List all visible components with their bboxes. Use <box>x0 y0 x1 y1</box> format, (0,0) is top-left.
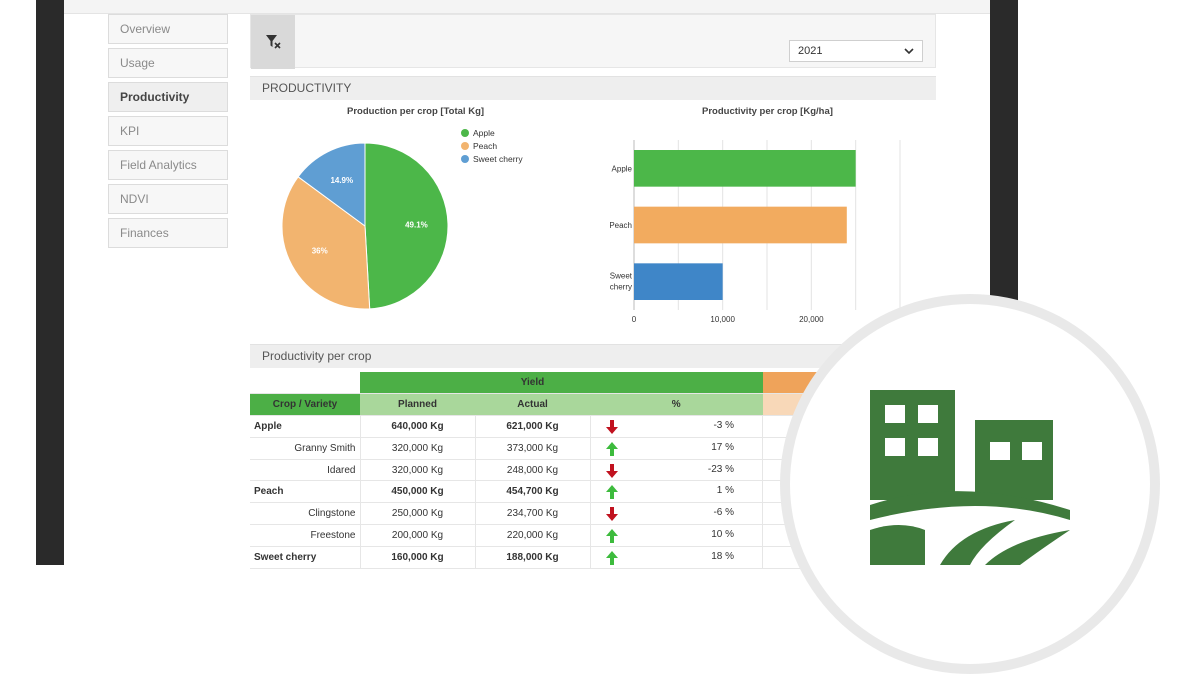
percent-value: 17 % <box>711 441 734 453</box>
year-select[interactable]: 2021 <box>789 40 923 62</box>
cell-actual: 220,000 Kg <box>474 524 590 547</box>
percent-value: -23 % <box>707 463 734 475</box>
percent-value: -6 % <box>713 507 734 519</box>
x-tick-label: 0 <box>632 315 637 324</box>
sidebar: Overview Usage Productivity KPI Field An… <box>108 14 228 252</box>
cell-planned: 640,000 Kg <box>359 415 475 438</box>
bar-chart-title: Productivity per crop [Kg/ha] <box>702 106 833 117</box>
section-header-productivity: PRODUCTIVITY <box>250 76 936 100</box>
year-select-value: 2021 <box>798 45 823 57</box>
bar-peach[interactable] <box>634 206 847 244</box>
table-header-percent: % <box>590 393 763 417</box>
table-header-planned: Planned <box>360 393 475 417</box>
pie-chart-title: Production per crop [Total Kg] <box>347 106 485 117</box>
arrow-down-icon <box>605 463 618 478</box>
percent-value: -3 % <box>713 420 734 432</box>
pie-slice-apple[interactable] <box>364 142 449 310</box>
cell-percent: -23 % <box>589 459 763 482</box>
pie-chart: 49.1% 36% 14.9% Apple Peach Sweet cherry <box>281 128 523 310</box>
bar-category-label: Sweet cherry <box>610 272 633 292</box>
pie-slice-label: 49.1% <box>405 221 428 230</box>
cell-crop-name: Idared <box>250 459 360 482</box>
legend-swatch <box>461 129 469 137</box>
table-header-blank <box>250 372 360 395</box>
agro-building-logo-icon <box>870 390 1070 565</box>
cell-actual: 373,000 Kg <box>474 437 590 460</box>
device-frame-left <box>36 0 64 565</box>
cell-crop-name: Apple <box>250 415 360 438</box>
bar-chart: Apple Peach Sweet cherry 0 10,000 20,000 <box>609 140 901 324</box>
percent-value: 10 % <box>711 529 734 541</box>
bar-sweet-cherry[interactable] <box>634 263 723 300</box>
arrow-up-icon <box>605 550 618 565</box>
legend-swatch <box>461 155 469 163</box>
table-header-yield: Yield <box>360 372 705 395</box>
bar-apple[interactable] <box>634 150 856 187</box>
clear-filter-button[interactable] <box>251 15 295 69</box>
percent-value: 18 % <box>711 550 734 562</box>
cell-percent: -6 % <box>589 502 763 526</box>
arrow-up-icon <box>605 485 618 500</box>
legend-label[interactable]: Peach <box>473 141 497 151</box>
cell-crop-name: Peach <box>250 480 360 504</box>
cell-planned: 450,000 Kg <box>359 480 475 504</box>
pie-slice-sweet-cherry[interactable] <box>297 142 366 227</box>
cell-actual: 234,700 Kg <box>474 502 590 526</box>
arrow-up-icon <box>605 529 618 544</box>
arrow-up-icon <box>605 441 618 456</box>
cell-percent: -3 % <box>589 415 763 438</box>
x-tick-label: 10,000 <box>710 315 735 324</box>
filter-bar: 2021 <box>250 14 936 69</box>
cell-actual: 248,000 Kg <box>474 459 590 482</box>
sidebar-item-field-analytics[interactable]: Field Analytics <box>108 150 228 180</box>
bar-category-label: Apple <box>612 164 633 173</box>
arrow-down-icon <box>605 507 618 522</box>
arrow-down-icon <box>605 420 618 435</box>
cell-crop-name: Freestone <box>250 524 360 547</box>
cell-planned: 320,000 Kg <box>359 437 475 460</box>
legend-swatch <box>461 142 469 150</box>
device-frame-right <box>990 0 1018 310</box>
cell-crop-name: Granny Smith <box>250 437 360 460</box>
legend-label[interactable]: Sweet cherry <box>473 154 523 164</box>
cell-planned: 320,000 Kg <box>359 459 475 482</box>
sidebar-item-kpi[interactable]: KPI <box>108 116 228 146</box>
cell-crop-name: Clingstone <box>250 502 360 526</box>
sidebar-item-usage[interactable]: Usage <box>108 48 228 78</box>
cell-percent: 10 % <box>589 524 763 547</box>
percent-value: 1 % <box>716 485 734 497</box>
sidebar-item-ndvi[interactable]: NDVI <box>108 184 228 214</box>
bar-category-label: Peach <box>609 221 632 230</box>
cell-planned: 200,000 Kg <box>359 524 475 547</box>
cell-percent: 1 % <box>589 480 763 504</box>
cell-planned: 250,000 Kg <box>359 502 475 526</box>
pie-slice-label: 14.9% <box>330 176 353 185</box>
table-header-crop-variety: Crop / Variety <box>250 393 360 417</box>
x-tick-label: 20,000 <box>799 315 824 324</box>
cell-actual: 454,700 Kg <box>474 480 590 504</box>
table-header-yield-spacer <box>705 372 763 395</box>
legend-label[interactable]: Apple <box>473 128 495 138</box>
chevron-down-icon <box>904 48 914 55</box>
cell-percent: 17 % <box>589 437 763 460</box>
screen-top-bar <box>64 0 990 14</box>
sidebar-item-overview[interactable]: Overview <box>108 14 228 44</box>
pie-slice-label: 36% <box>312 247 328 256</box>
sidebar-item-finances[interactable]: Finances <box>108 218 228 248</box>
filter-clear-icon <box>266 35 281 49</box>
table-header-actual: Actual <box>475 393 590 417</box>
cell-actual: 621,000 Kg <box>474 415 590 438</box>
pie-slice-peach[interactable] <box>281 176 371 310</box>
sidebar-item-productivity[interactable]: Productivity <box>108 82 228 112</box>
